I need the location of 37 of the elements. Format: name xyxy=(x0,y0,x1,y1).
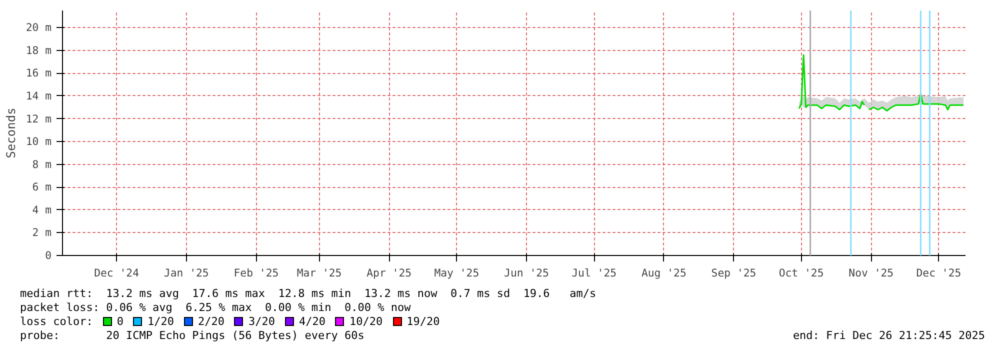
y-tick-label: 12 m xyxy=(26,112,52,126)
y-tick-label: 2 m xyxy=(32,226,52,240)
x-tick-label: Aug '25 xyxy=(641,266,686,280)
y-tick-label: 6 m xyxy=(32,180,52,194)
legend-label: 0 xyxy=(116,315,124,328)
y-tick-label: 10 m xyxy=(26,135,52,148)
legend-label: 2/20 xyxy=(198,315,224,328)
y-tick-label: 0 xyxy=(45,249,52,262)
x-tick-label: Apr '25 xyxy=(366,266,412,280)
y-tick-label: 18 m xyxy=(26,44,52,57)
y-tick-label: 20 m xyxy=(26,21,52,34)
legend-label: 19/20 xyxy=(406,315,440,328)
y-tick-label: 8 m xyxy=(32,158,52,171)
x-tick-label: Mar '25 xyxy=(296,266,342,280)
x-tick-label: Nov '25 xyxy=(848,266,894,280)
text: median rtt: 13.2 ms avg 17.6 ms max 12.8 ms min 13.2 ms now 0.7 ms sd 19.6 am/s xyxy=(20,287,598,301)
y-tick-label: 4 m xyxy=(32,203,52,216)
x-tick-label: Oct '25 xyxy=(778,266,824,280)
x-tick-label: Feb '25 xyxy=(234,266,279,280)
legend-label: 3/20 xyxy=(248,315,275,328)
y-axis-title: Seconds xyxy=(4,108,18,158)
x-tick-label: Dec '25 xyxy=(916,266,962,280)
x-tick-label: Jan '25 xyxy=(164,266,209,280)
x-tick-label: May '25 xyxy=(434,266,480,280)
legend-title: loss color: xyxy=(20,315,93,328)
legend-label: 10/20 xyxy=(349,315,383,328)
text: packet loss: 0.06 % avg 6.25 % max 0.00 % min 0.00 % now xyxy=(20,301,412,315)
y-tick-label: 16 m xyxy=(26,66,52,80)
y-tick-label: 14 m xyxy=(26,89,52,102)
legend-label: 1/20 xyxy=(147,315,174,328)
legend-label: 4/20 xyxy=(298,315,326,328)
text: end: Fri Dec 26 21:25:45 2025 xyxy=(792,329,985,343)
text: probe: 20 ICMP Echo Pings (56 Bytes) every 60s xyxy=(20,329,364,343)
x-tick-label: Jun '25 xyxy=(504,266,549,280)
x-tick-label: Dec '24 xyxy=(94,266,140,280)
x-tick-label: Jul '25 xyxy=(572,266,617,280)
x-tick-label: Sep '25 xyxy=(711,266,756,280)
